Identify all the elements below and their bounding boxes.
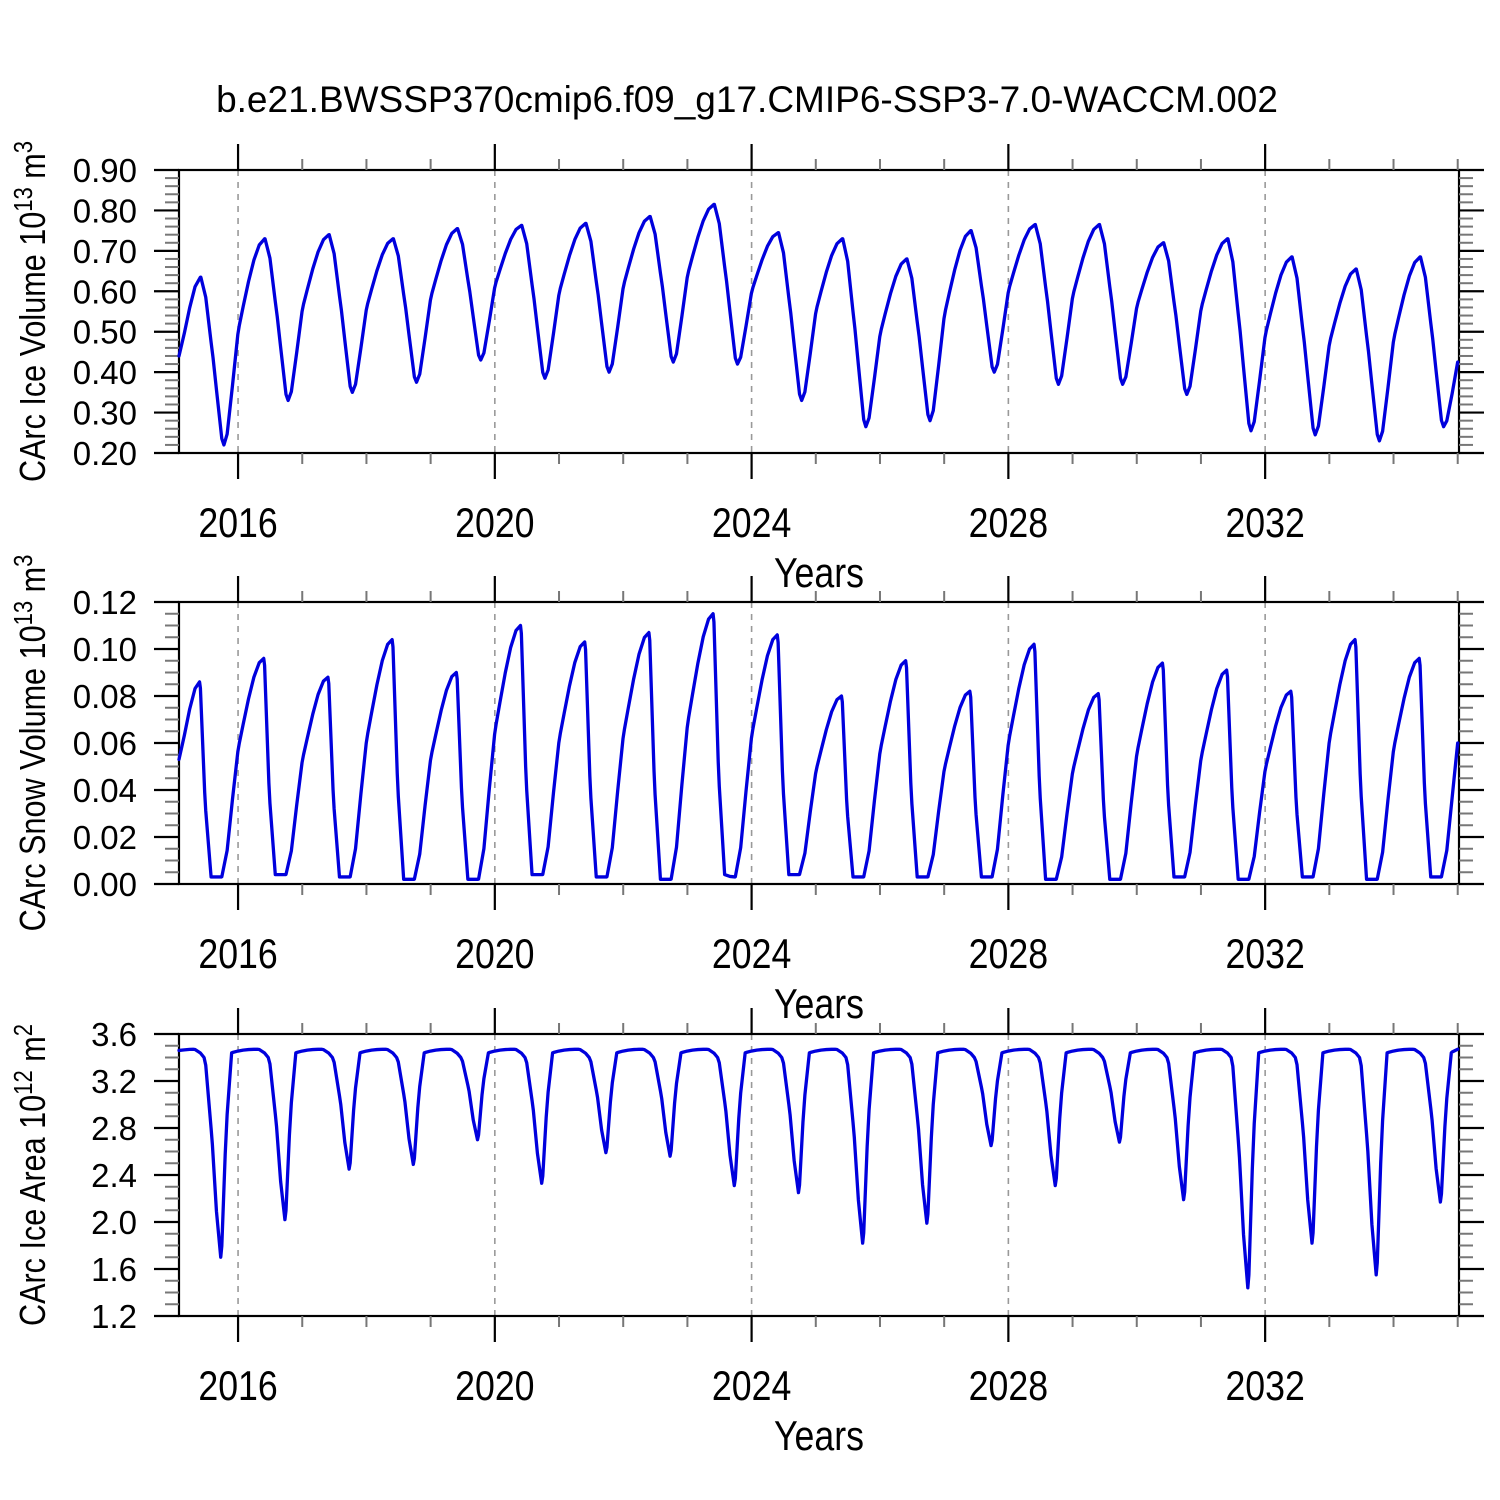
y-tick-label: 0.02 xyxy=(73,819,137,856)
x-tick-label: 2028 xyxy=(969,500,1048,546)
y-tick-label: 3.6 xyxy=(91,1016,137,1053)
x-tick-label: 2016 xyxy=(198,1363,277,1409)
panel-frame xyxy=(177,600,1461,886)
x-tick-label: 2024 xyxy=(712,500,791,546)
y-tick-label: 0.20 xyxy=(73,435,137,472)
panel-frame xyxy=(177,1032,1461,1318)
y-tick-label: 0.10 xyxy=(73,631,137,668)
y-tick-label: 0.90 xyxy=(73,152,137,189)
y-tick-label: 0.50 xyxy=(73,314,137,351)
y-tick-label: 2.4 xyxy=(91,1157,137,1194)
y-tick-label: 1.6 xyxy=(91,1251,137,1288)
x-tick-label: 2016 xyxy=(198,931,277,977)
y-tick-label: 0.40 xyxy=(73,354,137,391)
x-tick-label: 2032 xyxy=(1225,500,1304,546)
x-tick-label: 2020 xyxy=(455,931,534,977)
y-tick-label: 2.0 xyxy=(91,1204,137,1241)
x-tick-label: 2032 xyxy=(1225,931,1304,977)
x-axis-title: Years xyxy=(774,550,864,596)
data-line xyxy=(177,612,1460,881)
x-tick-label: 2024 xyxy=(712,931,791,977)
panel-frame xyxy=(177,168,1461,455)
y-tick-label: 1.2 xyxy=(91,1298,137,1335)
y-tick-label: 0.60 xyxy=(73,273,137,310)
y-tick-label: 3.2 xyxy=(91,1063,137,1100)
x-tick-label: 2024 xyxy=(712,1363,791,1409)
x-tick-label: 2028 xyxy=(969,931,1048,977)
panel-carc-ice-volume: 2016 2020 2024 2028 2032 0.200.30 0.400.50 0.60… xyxy=(9,141,1484,597)
plot-title: b.e21.BWSSP370cmip6.f09_g17.CMIP6-SSP3-7… xyxy=(216,79,1278,120)
y-tick-label: 0.12 xyxy=(73,584,137,621)
y-tick-label: 0.80 xyxy=(73,192,137,229)
y-axis-title: CArc Ice Area 1012 m2 xyxy=(9,1024,53,1326)
x-tick-label: 2020 xyxy=(455,1363,534,1409)
y-tick-label: 2.8 xyxy=(91,1110,137,1147)
x-tick-label: 2016 xyxy=(198,500,277,546)
y-tick-label: 0.00 xyxy=(73,866,137,903)
y-axis-title: CArc Snow Volume 1013 m3 xyxy=(9,555,53,932)
y-axis-title: CArc Ice Volume 1013 m3 xyxy=(9,141,53,482)
x-axis-title: Years xyxy=(774,1413,864,1459)
y-tick-label: 0.30 xyxy=(73,395,137,432)
x-axis-title: Years xyxy=(774,981,864,1027)
y-tick-label: 0.08 xyxy=(73,678,137,715)
y-tick-label: 0.04 xyxy=(73,772,137,809)
x-tick-label: 2028 xyxy=(969,1363,1048,1409)
panel-carc-ice-area: 2016 2020 2024 2028 2032 1.2 1.6 2.0 2.4 2.8 3.2 3.… xyxy=(9,1008,1484,1460)
x-tick-label: 2032 xyxy=(1225,1363,1304,1409)
x-tick-label: 2020 xyxy=(455,500,534,546)
panel-carc-snow-volume: 2016 2020 2024 2028 2032 0.00 0.02 0.04 0.06 0.08… xyxy=(9,555,1484,1028)
data-line xyxy=(177,202,1460,447)
data-line xyxy=(177,1047,1460,1290)
y-tick-label: 0.06 xyxy=(73,725,137,762)
y-tick-label: 0.70 xyxy=(73,233,137,270)
